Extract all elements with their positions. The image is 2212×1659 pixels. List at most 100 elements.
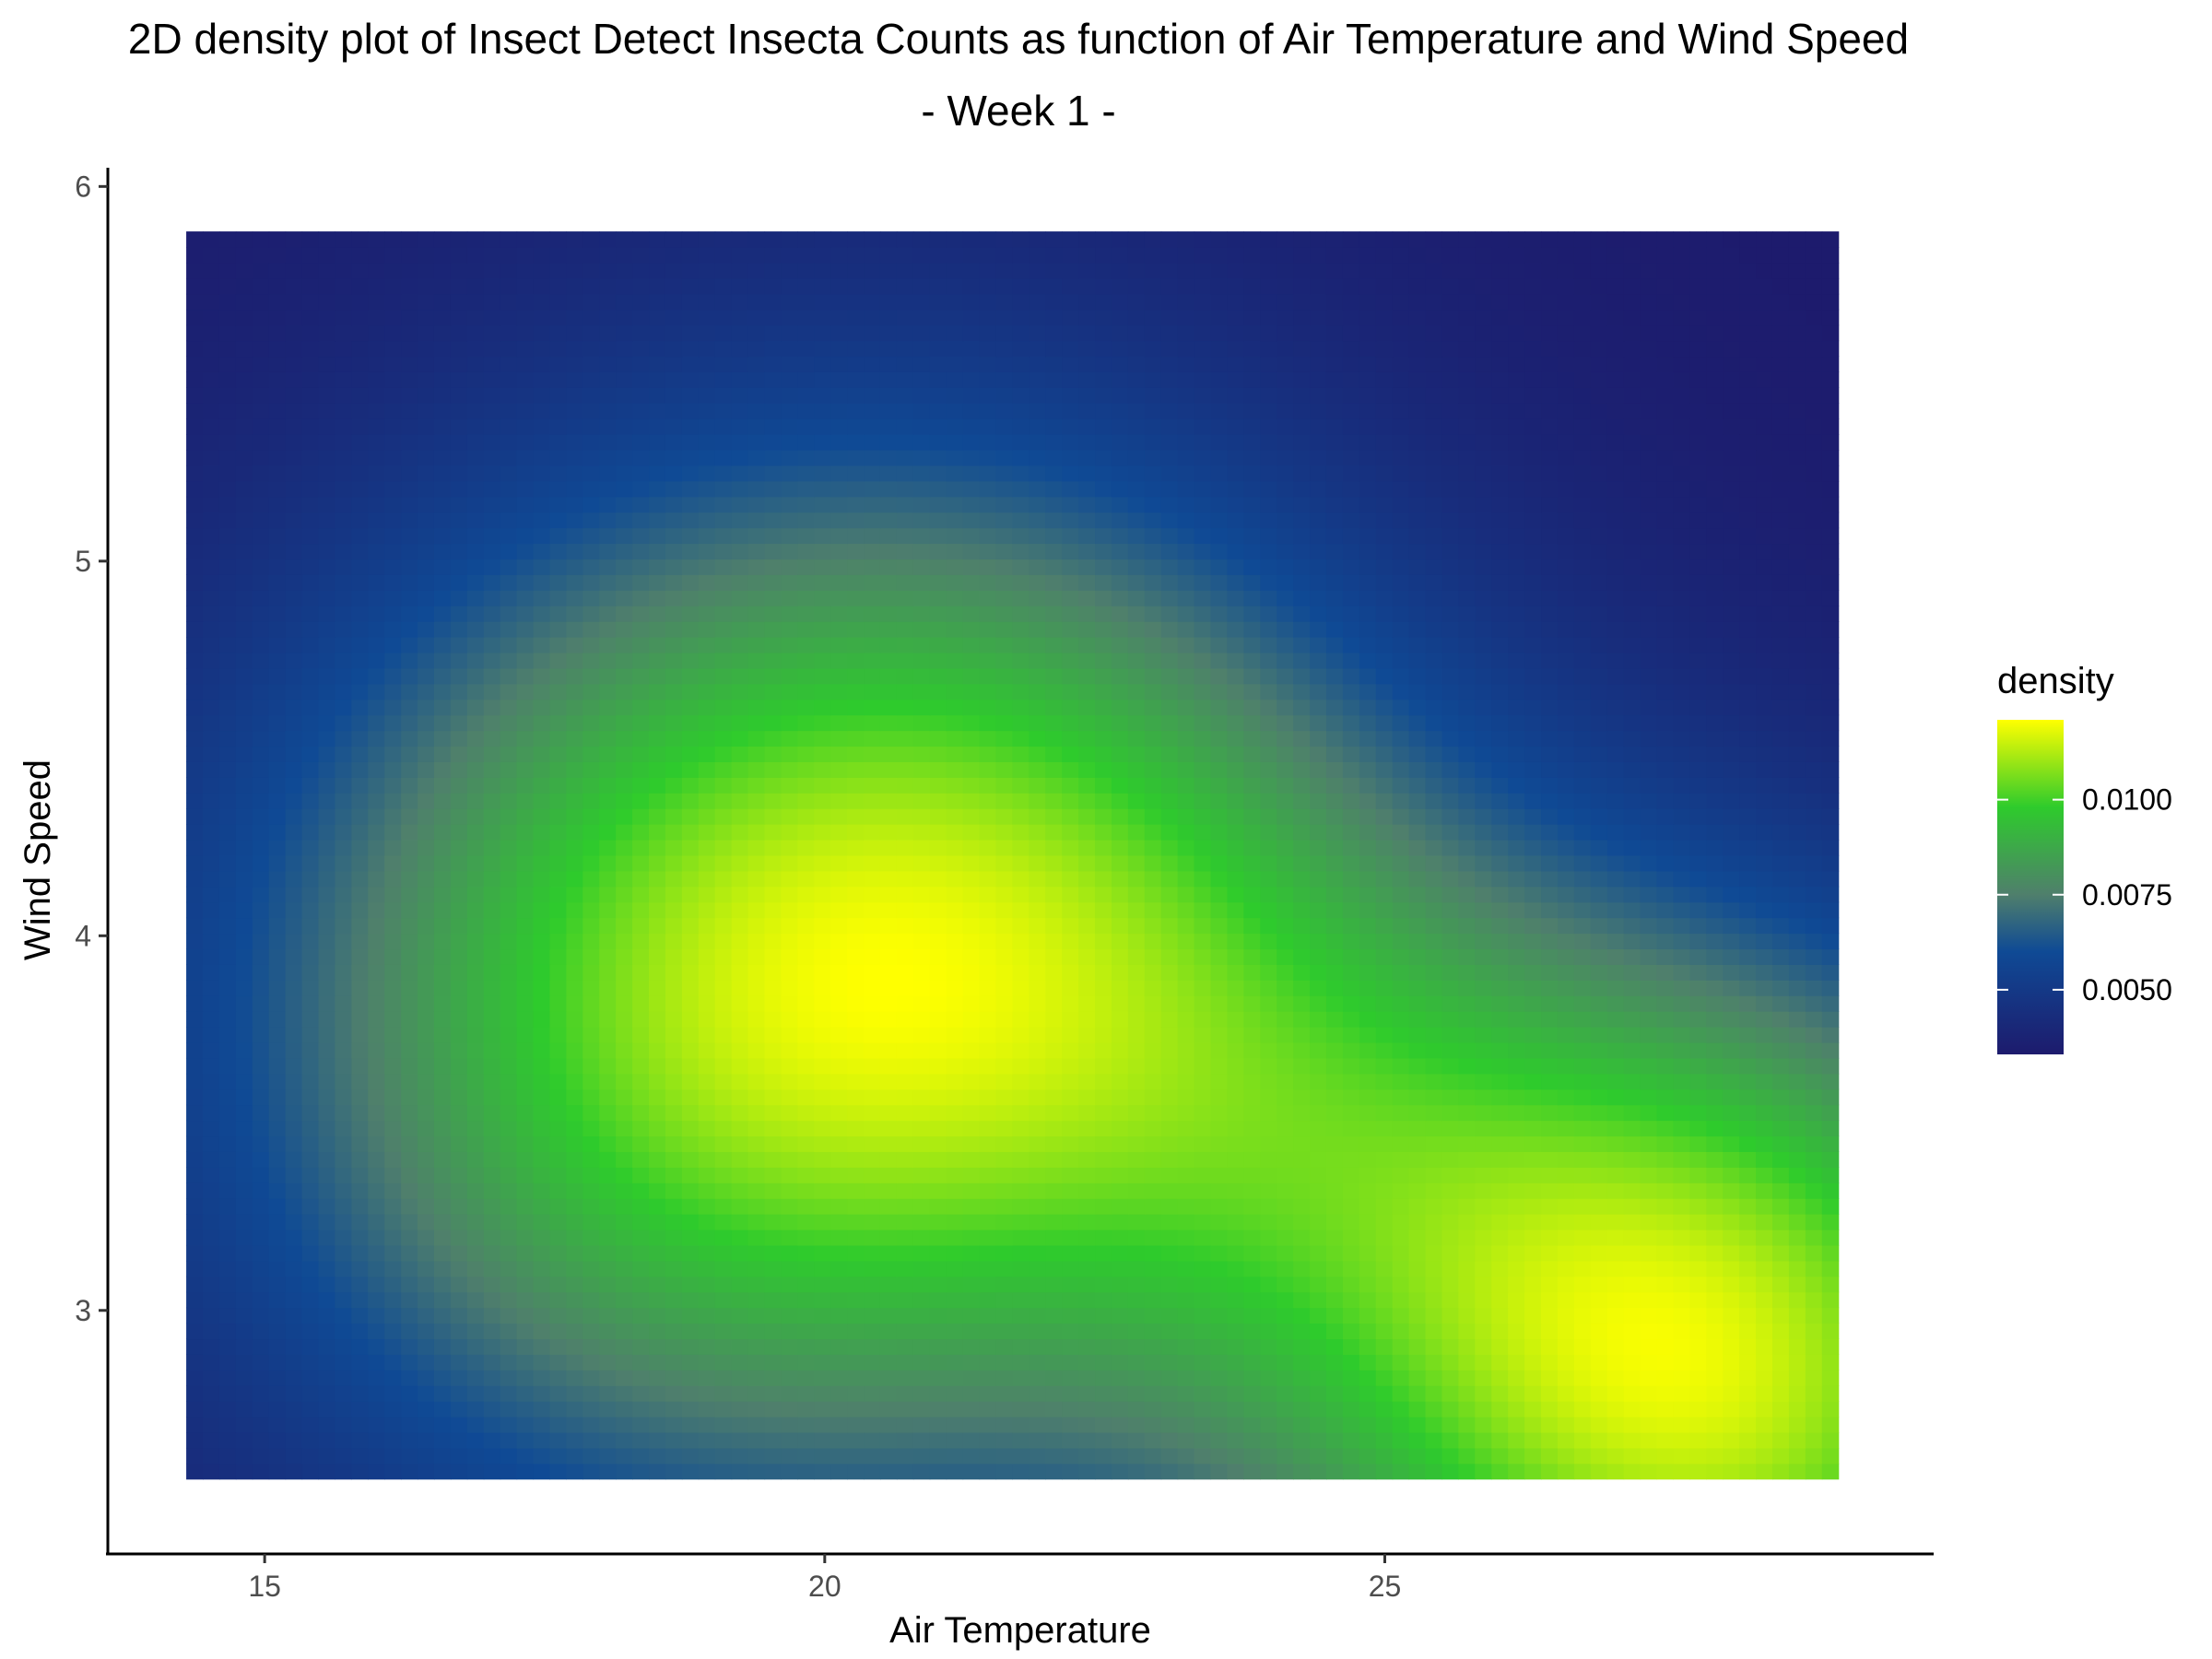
- heatmap-cell: [1359, 1214, 1377, 1230]
- heatmap-cell: [235, 1338, 253, 1355]
- heatmap-cell: [1194, 1214, 1212, 1230]
- heatmap-cell: [649, 886, 666, 903]
- heatmap-cell: [896, 964, 914, 981]
- heatmap-cell: [714, 1182, 733, 1199]
- heatmap-cell: [533, 1214, 551, 1230]
- heatmap-cell: [384, 1431, 402, 1449]
- heatmap-cell: [301, 1135, 320, 1152]
- heatmap-cell: [1706, 808, 1724, 825]
- heatmap-cell: [896, 1291, 914, 1309]
- heatmap-cell: [830, 1323, 848, 1340]
- heatmap-cell: [649, 1260, 666, 1277]
- heatmap-cell: [318, 793, 336, 809]
- heatmap-cell: [1656, 1073, 1675, 1090]
- heatmap-cell: [1441, 1323, 1459, 1340]
- heatmap-cell: [814, 1323, 831, 1340]
- heatmap-cell: [1573, 1447, 1592, 1465]
- heatmap-cell: [1771, 870, 1790, 888]
- heatmap-cell: [235, 761, 253, 778]
- heatmap-cell: [1111, 839, 1129, 856]
- heatmap-cell: [1095, 854, 1112, 872]
- heatmap-cell: [1623, 808, 1641, 825]
- heatmap-cell: [814, 714, 831, 732]
- heatmap-cell: [466, 1073, 485, 1090]
- heatmap-cell: [1325, 1244, 1344, 1262]
- heatmap-cell: [1723, 1011, 1740, 1028]
- heatmap-cell: [483, 1338, 501, 1355]
- heatmap-cell: [533, 948, 551, 965]
- heatmap-cell: [1689, 1229, 1707, 1246]
- heatmap-cell: [1045, 964, 1063, 981]
- heatmap-cell: [896, 793, 914, 809]
- heatmap-cell: [1342, 1229, 1360, 1246]
- heatmap-cell: [351, 1401, 369, 1418]
- heatmap-cell: [1045, 761, 1063, 778]
- heatmap-cell: [1277, 980, 1294, 996]
- heatmap-cell: [847, 1401, 865, 1418]
- heatmap-cell: [599, 1276, 617, 1293]
- heatmap-cell: [1127, 746, 1146, 762]
- heatmap-cell: [252, 1120, 270, 1137]
- heatmap-cell: [747, 1244, 766, 1262]
- heatmap-cell: [384, 901, 402, 919]
- heatmap-cell: [698, 1417, 716, 1433]
- heatmap-cell: [235, 824, 253, 841]
- heatmap-cell: [1277, 699, 1294, 716]
- heatmap-cell: [649, 1385, 666, 1402]
- heatmap-cell: [1771, 761, 1790, 778]
- heatmap-cell: [1144, 917, 1162, 935]
- heatmap-cell: [533, 886, 551, 903]
- heatmap-cell: [1375, 1354, 1394, 1371]
- heatmap-cell: [203, 948, 220, 965]
- heatmap-cell: [797, 1447, 815, 1465]
- heatmap-cell: [1508, 1307, 1525, 1324]
- heatmap-cell: [368, 1104, 385, 1122]
- heatmap-cell: [731, 1027, 749, 1043]
- heatmap-cell: [1689, 870, 1707, 888]
- heatmap-cell: [1227, 1385, 1244, 1402]
- heatmap-cell: [1557, 1307, 1575, 1324]
- heatmap-cell: [896, 1041, 914, 1059]
- heatmap-cell: [335, 980, 352, 996]
- heatmap-cell: [1045, 1447, 1063, 1465]
- heatmap-cell: [351, 1073, 369, 1090]
- heatmap-cell: [1277, 777, 1294, 794]
- heatmap-cell: [1606, 1011, 1625, 1028]
- heatmap-cell: [500, 917, 518, 935]
- heatmap-cell: [995, 1338, 1013, 1355]
- heatmap-cell: [466, 699, 485, 716]
- heatmap-cell: [516, 995, 535, 1012]
- heatmap-cell: [1095, 1338, 1112, 1355]
- heatmap-cell: [368, 948, 385, 965]
- heatmap-cell: [1293, 1167, 1311, 1183]
- heatmap-cell: [433, 1291, 452, 1309]
- heatmap-cell: [549, 1182, 567, 1199]
- heatmap-cell: [649, 1417, 666, 1433]
- heatmap-cell: [1029, 761, 1046, 778]
- heatmap-cell: [566, 1260, 583, 1277]
- heatmap-cell: [1062, 870, 1079, 888]
- heatmap-cell: [1590, 1073, 1608, 1090]
- heatmap-cell: [1541, 1027, 1559, 1043]
- heatmap-cell: [1310, 1088, 1327, 1106]
- heatmap-cell: [830, 1027, 848, 1043]
- heatmap-cell: [1606, 1073, 1625, 1090]
- heatmap-cell: [1706, 1135, 1724, 1152]
- heatmap-cell: [401, 1338, 418, 1355]
- heatmap-cell: [714, 1198, 733, 1215]
- heatmap-cell: [433, 1120, 452, 1137]
- heatmap-cell: [616, 839, 633, 856]
- heatmap-cell: [1243, 1401, 1261, 1418]
- heatmap-cell: [1095, 1182, 1112, 1199]
- heatmap-cell: [1788, 854, 1806, 872]
- heatmap-cell: [1739, 1011, 1757, 1028]
- heatmap-cell: [1062, 777, 1079, 794]
- heatmap-cell: [1491, 1385, 1509, 1402]
- heatmap-cell: [235, 746, 253, 762]
- heatmap-cell: [1723, 1135, 1740, 1152]
- heatmap-cell: [1359, 1431, 1377, 1449]
- heatmap-cell: [797, 933, 815, 950]
- heatmap-cell: [1062, 1338, 1079, 1355]
- heatmap-cell: [1491, 699, 1509, 716]
- heatmap-cell: [714, 870, 733, 888]
